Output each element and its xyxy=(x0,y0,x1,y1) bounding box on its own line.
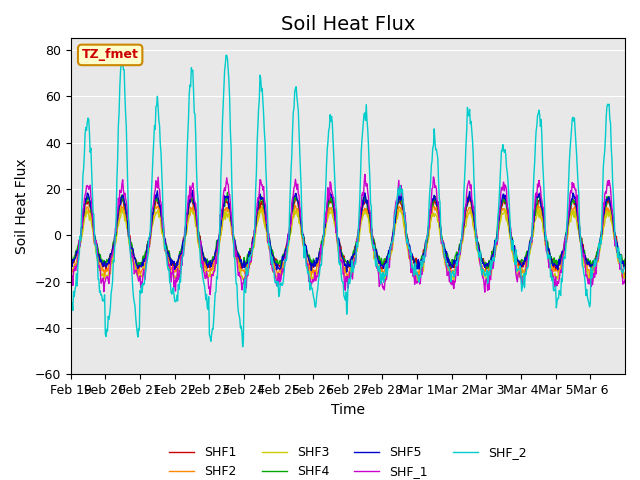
SHF_2 xyxy=(262,181,270,187)
SHF_2 xyxy=(67,299,74,305)
SHF3 xyxy=(621,274,629,279)
SHF5 xyxy=(189,188,196,193)
SHF2 xyxy=(621,273,629,279)
SHF_1 xyxy=(406,257,414,263)
SHF2 xyxy=(67,271,74,277)
SHF5 xyxy=(438,236,445,241)
SHF5 xyxy=(262,216,269,222)
SHF_1 xyxy=(67,282,74,288)
SHF1 xyxy=(132,258,140,264)
SHF5 xyxy=(234,252,242,257)
SHF4 xyxy=(67,256,74,262)
Line: SHF_1: SHF_1 xyxy=(70,174,625,295)
SHF3 xyxy=(262,225,269,230)
SHF1 xyxy=(67,262,74,267)
SHF4 xyxy=(283,245,291,251)
SHF4 xyxy=(223,190,231,195)
SHF_1 xyxy=(234,273,242,278)
SHF5 xyxy=(343,269,351,275)
SHF_1 xyxy=(621,276,629,282)
SHF3 xyxy=(132,270,140,276)
SHF_2 xyxy=(234,309,242,314)
SHF_2 xyxy=(222,52,230,58)
SHF1 xyxy=(437,228,445,234)
SHF4 xyxy=(132,256,140,262)
Title: Soil Heat Flux: Soil Heat Flux xyxy=(280,15,415,34)
SHF3 xyxy=(283,251,291,256)
SHF4 xyxy=(406,248,413,254)
SHF1 xyxy=(234,254,242,260)
SHF5 xyxy=(132,259,140,265)
Legend: SHF1, SHF2, SHF3, SHF4, SHF5, SHF_1, SHF_2: SHF1, SHF2, SHF3, SHF4, SHF5, SHF_1, SHF… xyxy=(164,441,531,480)
SHF2 xyxy=(291,202,298,208)
SHF_1 xyxy=(361,171,369,177)
Y-axis label: Soil Heat Flux: Soil Heat Flux xyxy=(15,158,29,254)
SHF3 xyxy=(258,205,266,211)
Line: SHF3: SHF3 xyxy=(70,208,625,282)
SHF_1 xyxy=(206,292,214,298)
SHF5 xyxy=(406,247,414,252)
Line: SHF_2: SHF_2 xyxy=(70,55,625,347)
SHF3 xyxy=(589,279,596,285)
SHF2 xyxy=(261,221,269,227)
SHF1 xyxy=(406,247,413,253)
SHF1 xyxy=(483,268,490,274)
SHF3 xyxy=(67,273,74,279)
SHF5 xyxy=(67,262,74,268)
SHF2 xyxy=(307,276,315,281)
SHF_2 xyxy=(132,314,140,320)
SHF2 xyxy=(282,254,290,260)
SHF4 xyxy=(262,209,269,215)
SHF3 xyxy=(406,254,413,260)
SHF1 xyxy=(262,213,269,219)
X-axis label: Time: Time xyxy=(331,403,365,417)
Line: SHF1: SHF1 xyxy=(70,196,625,271)
SHF_2 xyxy=(239,344,246,349)
SHF_1 xyxy=(132,269,140,275)
SHF4 xyxy=(234,250,242,256)
Line: SHF5: SHF5 xyxy=(70,191,625,272)
Text: TZ_fmet: TZ_fmet xyxy=(82,48,139,61)
Line: SHF4: SHF4 xyxy=(70,192,625,268)
SHF_2 xyxy=(284,243,291,249)
SHF_2 xyxy=(406,252,414,258)
SHF1 xyxy=(188,193,195,199)
SHF1 xyxy=(283,241,291,247)
SHF5 xyxy=(621,264,629,269)
SHF1 xyxy=(621,259,629,264)
SHF_2 xyxy=(621,264,629,270)
SHF2 xyxy=(234,256,241,262)
SHF_1 xyxy=(283,248,291,254)
SHF4 xyxy=(483,265,491,271)
SHF3 xyxy=(437,236,445,241)
SHF5 xyxy=(283,245,291,251)
SHF3 xyxy=(234,262,241,267)
SHF_1 xyxy=(438,241,445,247)
SHF4 xyxy=(621,256,629,262)
SHF2 xyxy=(406,253,414,259)
SHF4 xyxy=(437,226,445,231)
Line: SHF2: SHF2 xyxy=(70,205,625,278)
SHF_2 xyxy=(438,235,445,240)
SHF2 xyxy=(132,266,140,272)
SHF2 xyxy=(438,238,445,243)
SHF_1 xyxy=(262,204,269,209)
